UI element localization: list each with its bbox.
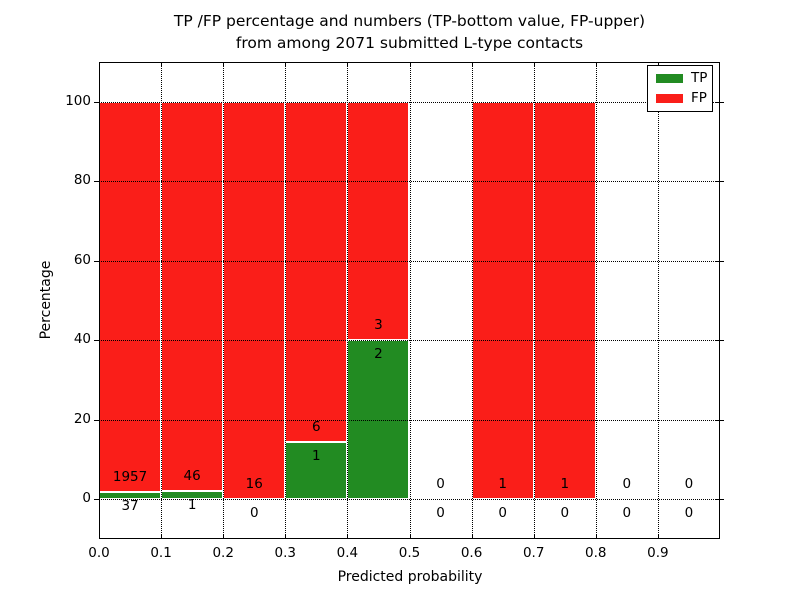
x-tick-bottom — [223, 534, 225, 539]
tp-count-label: 2 — [374, 346, 383, 363]
x-gridline — [595, 62, 597, 539]
fp-bar — [99, 101, 162, 492]
fp-count-label: 3 — [374, 317, 383, 334]
fp-count-label: 46 — [183, 467, 201, 484]
fp-count-label: 1 — [560, 476, 570, 493]
y-tick-left — [94, 181, 99, 183]
x-gridline — [285, 62, 287, 539]
chart-title: TP /FP percentage and numbers (TP-bottom… — [10, 10, 800, 54]
tp-bar — [285, 442, 348, 500]
y-tick-label: 0 — [82, 490, 91, 507]
y-tick-label: 40 — [73, 331, 91, 348]
x-tick-top — [595, 62, 597, 67]
y-axis-label: Percentage — [38, 260, 54, 340]
x-tick-bottom — [471, 534, 473, 539]
x-tick-label: 0.6 — [460, 545, 483, 561]
y-tick-label: 80 — [73, 172, 91, 189]
chart-title-line1: TP /FP percentage and numbers (TP-bottom… — [173, 12, 646, 30]
x-tick-top — [347, 62, 349, 67]
y-tick-right — [716, 181, 724, 183]
x-tick-label: 0.0 — [88, 545, 110, 561]
tp-count-label: 1 — [312, 448, 321, 465]
x-tick-bottom — [409, 534, 411, 539]
fp-legend-swatch — [656, 93, 683, 103]
x-tick-bottom — [595, 534, 597, 539]
x-gridline — [161, 62, 163, 539]
x-tick-top — [409, 62, 411, 67]
x-tick-top — [657, 62, 659, 67]
x-tick-label: 0.2 — [212, 545, 234, 561]
tp-count-label: 37 — [121, 497, 139, 514]
x-tick-bottom — [347, 534, 349, 539]
tp-count-label: 0 — [436, 505, 445, 522]
y-tick-label: 100 — [65, 92, 91, 109]
fp-count-label: 1957 — [112, 468, 148, 485]
fp-bar — [223, 101, 286, 500]
x-axis-label: Predicted probability — [337, 569, 483, 585]
y-tick-right — [716, 101, 724, 103]
y-tick-left — [94, 499, 99, 501]
tp-count-label: 0 — [498, 505, 507, 522]
x-tick-label: 0.9 — [647, 545, 669, 561]
x-tick-top — [223, 62, 225, 67]
fp-legend-label: FP — [691, 89, 707, 106]
y-tick-right — [716, 340, 724, 342]
y-tick-left — [94, 419, 99, 421]
x-gridline — [409, 62, 411, 539]
x-tick-label: 0.3 — [274, 545, 297, 561]
y-tick-label: 60 — [73, 251, 91, 268]
legend-item-tp: TP — [648, 70, 712, 86]
y-tick-right — [716, 499, 724, 501]
x-tick-label: 0.8 — [585, 545, 607, 561]
tp-count-label: 0 — [249, 505, 259, 522]
fp-count-label: 16 — [245, 476, 263, 493]
y-tick-left — [94, 101, 99, 103]
x-tick-bottom — [161, 534, 163, 539]
y-tick-right — [716, 260, 724, 262]
y-tick-label: 20 — [73, 410, 91, 427]
x-tick-top — [533, 62, 535, 67]
legend-item-fp: FP — [648, 89, 712, 106]
x-gridline — [471, 62, 473, 539]
x-tick-bottom — [657, 534, 659, 539]
x-tick-top — [285, 62, 287, 67]
x-gridline — [223, 62, 225, 539]
x-tick-label: 0.1 — [150, 545, 172, 561]
x-gridline — [533, 62, 535, 539]
tp-legend-label: TP — [691, 70, 708, 86]
fp-count-label: 0 — [684, 476, 694, 493]
y-tick-left — [94, 340, 99, 342]
tp-count-label: 1 — [187, 496, 197, 513]
chart-title-line2: from among 2071 submitted L-type contact… — [235, 34, 584, 52]
legend: TP FP — [647, 65, 713, 112]
tp-legend-swatch — [656, 74, 683, 84]
fp-count-label: 1 — [498, 476, 507, 493]
x-tick-top — [99, 62, 100, 67]
x-tick-label: 0.4 — [336, 545, 359, 561]
x-tick-bottom — [533, 534, 535, 539]
fp-bar — [161, 101, 224, 491]
y-tick-right — [716, 419, 724, 421]
x-tick-top — [161, 62, 163, 67]
x-tick-bottom — [285, 534, 287, 539]
fp-bar — [471, 101, 534, 500]
y-tick-left — [94, 260, 99, 262]
plot-area: 1957 37 46 1 16 0 6 1 3 2 0 0 1 0 1 0 0 0 0 0 0.0 0.1 0.2 0.3 0.… — [65, 62, 724, 561]
tp-count-label: 0 — [560, 505, 570, 522]
tp-count-label: 0 — [684, 505, 694, 522]
x-tick-bottom — [99, 534, 100, 539]
x-tick-top — [471, 62, 473, 67]
fp-count-label: 0 — [622, 476, 632, 493]
x-tick-label: 0.5 — [398, 545, 421, 561]
fp-bar — [347, 101, 410, 341]
x-tick-label: 0.7 — [522, 545, 545, 561]
fp-count-label: 0 — [436, 476, 445, 493]
x-gridline — [347, 62, 349, 539]
fp-count-label: 6 — [312, 419, 321, 436]
fp-bar — [533, 101, 596, 500]
x-gridline — [657, 62, 659, 539]
tp-count-label: 0 — [622, 505, 632, 522]
fp-bar — [285, 101, 348, 443]
